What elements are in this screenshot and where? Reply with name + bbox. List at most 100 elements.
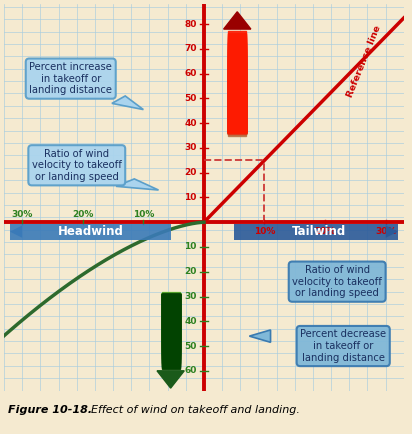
Text: 20: 20	[184, 168, 197, 177]
Bar	[162, 294, 180, 347]
Text: 30%: 30%	[375, 227, 396, 236]
Bar	[162, 293, 180, 329]
Bar	[162, 293, 180, 319]
Bar	[228, 99, 246, 133]
Bar	[228, 68, 246, 133]
Bar	[162, 294, 180, 354]
Text: Ratio of wind
velocity to takeoff
or landing speed: Ratio of wind velocity to takeoff or lan…	[292, 265, 382, 298]
Bar	[228, 56, 246, 132]
Text: Percent decrease
in takeoff or
landing distance: Percent decrease in takeoff or landing d…	[300, 329, 386, 363]
Bar	[228, 42, 246, 132]
Text: Tailwind: Tailwind	[292, 225, 346, 238]
Text: 80: 80	[184, 20, 197, 29]
Bar	[228, 89, 246, 133]
Text: 20%: 20%	[314, 227, 336, 236]
Bar	[228, 123, 246, 134]
Bar	[162, 293, 180, 330]
Bar	[228, 36, 246, 132]
Bar	[228, 118, 246, 134]
Bar	[228, 128, 246, 134]
Text: 20: 20	[184, 267, 197, 276]
Bar	[228, 109, 246, 133]
Bar	[228, 31, 246, 132]
Bar	[228, 105, 246, 133]
Text: 60: 60	[184, 366, 197, 375]
Bar	[162, 293, 180, 314]
Bar	[162, 294, 180, 350]
Bar	[162, 293, 180, 326]
Bar	[228, 63, 246, 132]
Bar	[228, 95, 246, 133]
Bar	[228, 100, 246, 133]
FancyBboxPatch shape	[234, 224, 398, 240]
Bar	[162, 293, 180, 327]
Text: Figure 10-18.: Figure 10-18.	[8, 405, 92, 415]
Bar	[162, 293, 180, 323]
Bar	[228, 45, 246, 132]
FancyBboxPatch shape	[10, 224, 171, 240]
Bar	[162, 294, 180, 369]
Bar	[228, 88, 246, 133]
Polygon shape	[112, 96, 143, 109]
Bar	[162, 293, 180, 306]
Bar	[228, 54, 246, 132]
Bar	[162, 293, 180, 294]
Bar	[228, 122, 246, 134]
Bar	[162, 292, 180, 293]
Bar	[162, 293, 180, 322]
Bar	[228, 102, 246, 133]
Bar	[162, 293, 180, 303]
Bar	[228, 84, 246, 133]
Text: Headwind: Headwind	[58, 225, 124, 238]
Bar	[162, 294, 180, 367]
Polygon shape	[249, 330, 271, 342]
Bar	[162, 293, 180, 309]
Bar	[162, 294, 180, 349]
Bar	[228, 111, 246, 133]
Text: 40: 40	[184, 118, 197, 128]
Text: 10%: 10%	[254, 227, 275, 236]
Text: 30: 30	[184, 144, 197, 152]
Text: 30%: 30%	[12, 210, 33, 218]
Bar	[162, 294, 180, 359]
Bar	[162, 293, 180, 302]
Bar	[162, 293, 180, 316]
Bar	[228, 93, 246, 133]
Bar	[228, 79, 246, 133]
Bar	[162, 294, 180, 356]
Bar	[162, 293, 180, 298]
Bar	[162, 294, 180, 360]
Bar	[228, 57, 246, 132]
Bar	[162, 293, 180, 301]
Bar	[162, 294, 180, 339]
Bar	[228, 120, 246, 134]
Text: 10%: 10%	[133, 210, 154, 218]
Bar	[162, 293, 180, 325]
Bar	[162, 293, 180, 311]
Bar	[228, 112, 246, 133]
Bar	[228, 116, 246, 134]
Text: 20%: 20%	[72, 210, 94, 218]
Bar	[228, 66, 246, 133]
Bar	[162, 294, 180, 340]
Bar	[228, 125, 246, 134]
Bar	[228, 34, 246, 132]
Bar	[162, 294, 180, 336]
Polygon shape	[224, 12, 251, 29]
Polygon shape	[116, 179, 159, 190]
Bar	[228, 33, 246, 132]
Bar	[162, 293, 180, 312]
Text: 70: 70	[184, 44, 197, 53]
Bar	[162, 294, 180, 365]
Bar	[228, 132, 246, 134]
Bar	[228, 43, 246, 132]
Bar	[162, 294, 180, 351]
Bar	[162, 293, 180, 317]
Text: Ratio of wind
velocity to takeoff
or landing speed: Ratio of wind velocity to takeoff or lan…	[32, 149, 122, 182]
Bar	[162, 294, 180, 346]
Bar	[228, 65, 246, 133]
Bar	[162, 294, 180, 343]
Bar	[162, 294, 180, 342]
Bar	[228, 130, 246, 134]
Bar	[228, 40, 246, 132]
